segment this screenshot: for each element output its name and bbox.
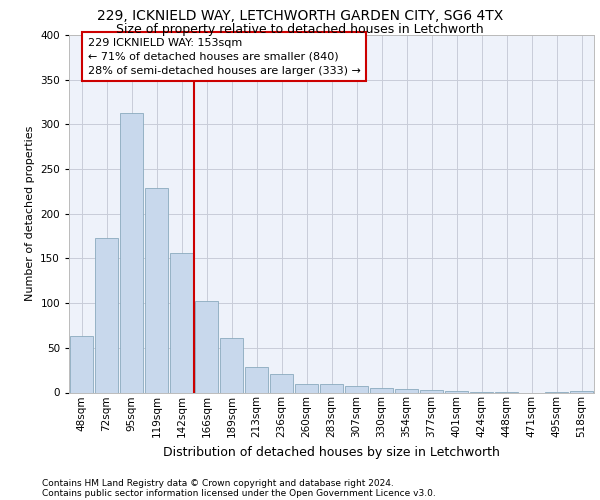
Y-axis label: Number of detached properties: Number of detached properties [25,126,35,302]
Text: 229 ICKNIELD WAY: 153sqm
← 71% of detached houses are smaller (840)
28% of semi-: 229 ICKNIELD WAY: 153sqm ← 71% of detach… [88,38,361,76]
Bar [570,390,593,392]
Bar [445,390,468,392]
Bar [145,188,168,392]
Text: Contains public sector information licensed under the Open Government Licence v3: Contains public sector information licen… [42,488,436,498]
Bar [295,384,318,392]
Bar [220,338,243,392]
Bar [395,389,418,392]
Text: Size of property relative to detached houses in Letchworth: Size of property relative to detached ho… [116,24,484,36]
Bar [270,374,293,392]
Bar [95,238,118,392]
Bar [170,253,193,392]
Text: 229, ICKNIELD WAY, LETCHWORTH GARDEN CITY, SG6 4TX: 229, ICKNIELD WAY, LETCHWORTH GARDEN CIT… [97,9,503,23]
Bar [420,390,443,392]
Bar [245,368,268,392]
Bar [320,384,343,392]
Bar [370,388,393,392]
X-axis label: Distribution of detached houses by size in Letchworth: Distribution of detached houses by size … [163,446,500,458]
Bar [120,113,143,392]
Bar [345,386,368,392]
Bar [195,302,218,392]
Bar [70,336,93,392]
Text: Contains HM Land Registry data © Crown copyright and database right 2024.: Contains HM Land Registry data © Crown c… [42,478,394,488]
